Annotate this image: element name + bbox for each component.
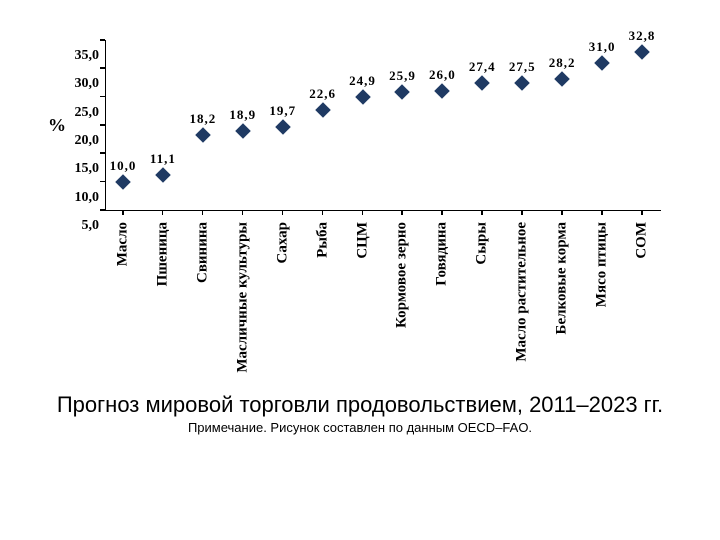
- x-category-label: Кормовое зерно: [394, 222, 411, 328]
- y-tick-label: 30,0: [75, 76, 100, 92]
- data-label: 27,4: [469, 59, 496, 75]
- y-axis-label: %: [48, 115, 66, 136]
- data-label: 22,6: [309, 86, 336, 102]
- x-category-label: СЦМ: [354, 222, 371, 259]
- chart-title: Прогноз мировой торговли продовольствием…: [0, 392, 720, 418]
- data-label: 19,7: [269, 103, 296, 119]
- y-tick-label: 35,0: [75, 48, 100, 64]
- y-tick-label: 5,0: [82, 218, 100, 234]
- plot-area: [105, 40, 661, 211]
- x-category-label: Мясо птицы: [594, 222, 611, 307]
- data-label: 11,1: [150, 151, 176, 167]
- data-label: 28,2: [549, 55, 576, 71]
- x-category-label: Сахар: [274, 222, 291, 263]
- chart-note: Примечание. Рисунок составлен по данным …: [0, 420, 720, 435]
- x-category-label: Белковые корма: [554, 222, 571, 334]
- x-category-label: Масло растительное: [514, 222, 531, 362]
- x-category-label: СОМ: [634, 222, 651, 259]
- data-label: 10,0: [110, 158, 137, 174]
- x-category-label: Сыры: [474, 222, 491, 265]
- data-label: 27,5: [509, 59, 536, 75]
- data-label: 32,8: [629, 28, 656, 44]
- data-label: 25,9: [389, 68, 416, 84]
- data-label: 24,9: [349, 73, 376, 89]
- data-label: 18,9: [229, 107, 256, 123]
- x-category-label: Масличные культуры: [234, 222, 251, 373]
- x-category-label: Пшеница: [154, 222, 171, 286]
- x-category-label: Говядина: [434, 222, 451, 286]
- y-tick-label: 20,0: [75, 133, 100, 149]
- x-category-label: Свинина: [194, 222, 211, 283]
- x-category-label: Рыба: [314, 222, 331, 258]
- y-tick-label: 25,0: [75, 105, 100, 121]
- y-tick-label: 10,0: [75, 190, 100, 206]
- y-tick-label: 15,0: [75, 161, 100, 177]
- x-category-label: Масло: [115, 222, 132, 266]
- data-label: 18,2: [189, 111, 216, 127]
- chart-container: % 5,0 10,0 15,0 20,0 25,0 30,0 35,0 10,0 11,1 18…: [0, 0, 720, 540]
- data-label: 26,0: [429, 67, 456, 83]
- data-label: 31,0: [589, 39, 616, 55]
